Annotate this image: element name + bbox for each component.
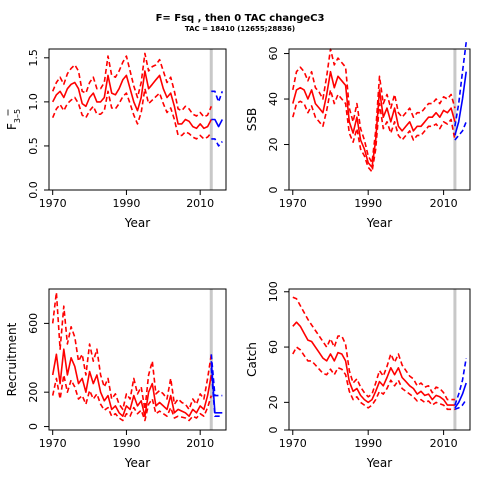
x-tick-label: 2010 bbox=[430, 437, 458, 450]
plot-frame bbox=[288, 48, 471, 191]
x-axis-label: Year bbox=[366, 456, 392, 470]
chart-subtitle: TAC = 18410 (12655;28836) bbox=[185, 25, 295, 33]
series-projection-lower bbox=[211, 138, 223, 147]
plot-frame bbox=[288, 288, 471, 431]
x-axis-label: Year bbox=[366, 216, 392, 230]
chart-title: F= Fsq , then 0 TAC changeC3 bbox=[156, 13, 325, 24]
series-historical-upper bbox=[292, 48, 456, 164]
series-projection-lower bbox=[454, 121, 467, 141]
series-historical-median bbox=[292, 321, 455, 406]
panel-bottom-left: 1970 1990 2010 0 200 600 Year Recruitment bbox=[5, 288, 227, 470]
series-projection-median bbox=[454, 382, 467, 409]
series-historical-upper bbox=[292, 296, 455, 401]
x-tick-label: 1970 bbox=[39, 437, 67, 450]
series-projection-upper bbox=[454, 42, 467, 127]
series-historical-median bbox=[51, 348, 213, 418]
series-projection-lower bbox=[454, 399, 467, 411]
panel-top-left: 1970 1990 2010 0.0 0.5 1.0 1.5 Year F3–5 bbox=[5, 48, 227, 230]
x-axis-label: Year bbox=[124, 456, 150, 470]
y-tick-label: 200 bbox=[27, 382, 40, 403]
x-tick-label: 1970 bbox=[279, 197, 307, 210]
series-historical-lower bbox=[292, 89, 456, 173]
series-projection-median bbox=[211, 118, 224, 128]
plot-frame bbox=[48, 288, 227, 431]
y-tick-label: 20 bbox=[267, 138, 280, 152]
series-historical-lower bbox=[51, 87, 212, 140]
x-tick-label: 1970 bbox=[279, 437, 307, 450]
y-tick-label: 0.0 bbox=[27, 181, 40, 199]
y-axis-label: Catch bbox=[245, 342, 259, 377]
y-tick-label: 1.5 bbox=[27, 49, 40, 67]
y-tick-label: 600 bbox=[27, 313, 40, 334]
y-tick-label: 0 bbox=[267, 427, 280, 434]
x-tick-label: 2010 bbox=[186, 437, 214, 450]
y-tick-label: 40 bbox=[267, 92, 280, 106]
x-tick-label: 1990 bbox=[112, 197, 140, 210]
series-historical-upper bbox=[51, 52, 213, 118]
series-projection-upper bbox=[210, 354, 223, 397]
y-axis-label-subscript: 3–5 bbox=[13, 109, 22, 123]
y-axis-label: SSB bbox=[245, 108, 259, 131]
y-tick-label: 0.5 bbox=[27, 137, 40, 155]
series-historical-median bbox=[51, 70, 213, 130]
x-tick-label: 1990 bbox=[354, 197, 382, 210]
y-tick-label: 60 bbox=[267, 340, 280, 354]
series-historical-lower bbox=[51, 374, 213, 422]
y-tick-label: 20 bbox=[267, 395, 280, 409]
panel-top-right: 1970 1990 2010 0 20 40 60 Year SSB bbox=[245, 42, 471, 230]
y-axis-label: F3–5 bbox=[5, 109, 22, 130]
panel-bottom-right: 1970 1990 2010 0 20 60 100 Year Catch bbox=[245, 281, 471, 470]
y-tick-label: 0 bbox=[267, 187, 280, 194]
series-projection-upper bbox=[211, 90, 224, 103]
series-projection-upper bbox=[454, 357, 467, 406]
y-tick-label: 100 bbox=[267, 281, 280, 302]
plot-frame bbox=[48, 48, 227, 191]
y-tick-label: 60 bbox=[267, 47, 280, 61]
x-tick-label: 1990 bbox=[354, 437, 382, 450]
y-tick-label: 0 bbox=[27, 423, 40, 430]
series-historical-lower bbox=[292, 346, 455, 411]
x-axis-label: Year bbox=[124, 216, 150, 230]
x-tick-label: 2010 bbox=[186, 197, 214, 210]
series-projection-lower bbox=[210, 368, 223, 418]
x-tick-label: 1990 bbox=[112, 437, 140, 450]
x-tick-label: 1970 bbox=[39, 197, 67, 210]
y-tick-label: 1.0 bbox=[27, 93, 40, 111]
x-tick-label: 2010 bbox=[430, 197, 458, 210]
y-axis-label: Recruitment bbox=[5, 322, 19, 396]
series-historical-median bbox=[292, 70, 456, 169]
series-projection-median bbox=[454, 71, 467, 136]
